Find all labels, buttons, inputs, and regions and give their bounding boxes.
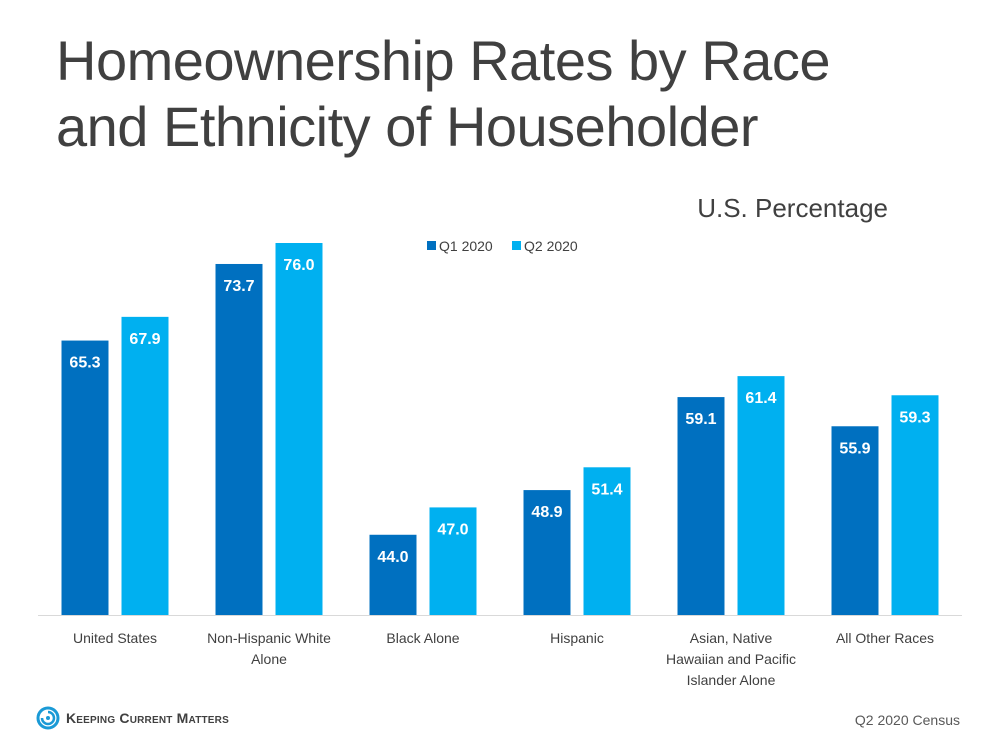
chart-subtitle: U.S. Percentage (697, 193, 888, 223)
bar-q1 (831, 426, 879, 615)
data-label: 47.0 (437, 521, 468, 538)
chart-title: Homeownership Rates by Race and Ethnicit… (56, 28, 830, 160)
data-label: 65.3 (69, 355, 100, 372)
title-line-1: Homeownership Rates by Race (56, 29, 830, 92)
data-label: 76.0 (283, 257, 314, 274)
legend-label: Q1 2020 (439, 238, 493, 254)
category-label: Hawaiian and Pacific (666, 651, 796, 667)
bar-q1 (677, 397, 725, 615)
logo: Keeping Current Matters (36, 706, 229, 730)
source-note: Q2 2020 Census (854, 712, 960, 728)
bar-q2 (121, 316, 169, 615)
category-label: United States (73, 630, 157, 646)
category-label: Alone (251, 651, 287, 667)
logo-text: Keeping Current Matters (66, 710, 229, 726)
bar-q1 (61, 340, 109, 615)
category-label: Non-Hispanic White (207, 630, 331, 646)
logo-swirl-icon (36, 706, 60, 730)
data-label: 55.9 (839, 440, 870, 457)
bar-q2 (429, 507, 477, 615)
data-label: 59.3 (899, 409, 930, 426)
bar-q2 (891, 395, 939, 615)
category-label: Asian, Native (690, 630, 773, 646)
category-label: Islander Alone (687, 672, 776, 688)
category-label: All Other Races (836, 630, 934, 646)
category-label: Black Alone (386, 630, 459, 646)
bar-q1 (369, 534, 417, 615)
data-label: 73.7 (223, 278, 254, 295)
bar-q2 (583, 467, 631, 615)
data-label: 51.4 (591, 481, 622, 498)
data-label: 44.0 (377, 549, 408, 566)
bar-q1 (523, 490, 571, 615)
category-label: Hispanic (550, 630, 604, 646)
title-line-2: and Ethnicity of Householder (56, 95, 758, 158)
data-label: 67.9 (129, 331, 160, 348)
data-label: 61.4 (745, 390, 776, 407)
bar-q1 (215, 263, 263, 615)
bar-q2 (275, 243, 323, 615)
bar-q2 (737, 376, 785, 615)
legend-swatch (512, 241, 521, 250)
legend-label: Q2 2020 (524, 238, 578, 254)
data-label: 59.1 (685, 411, 716, 428)
legend-swatch (427, 241, 436, 250)
data-label: 48.9 (531, 504, 562, 521)
